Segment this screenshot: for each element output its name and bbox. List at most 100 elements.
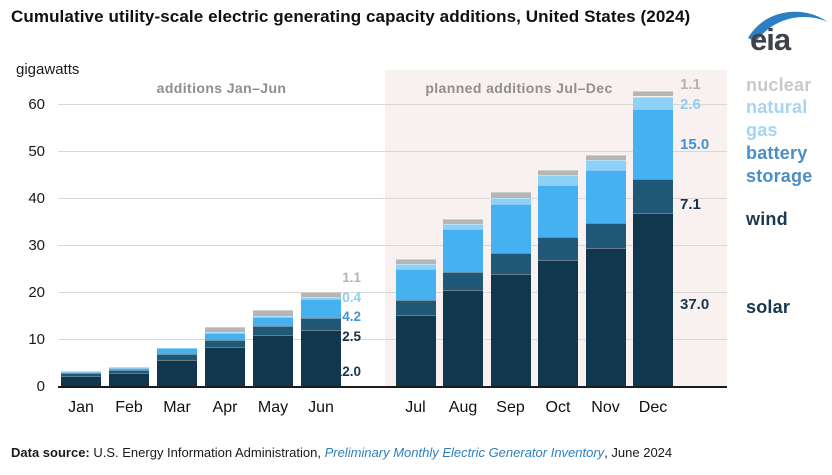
bar-segment-solar bbox=[633, 212, 673, 387]
legend-item-natural-gas: natural gas bbox=[746, 97, 808, 140]
june-value-label-natural-gas: 0.4 bbox=[342, 290, 361, 305]
bar-segment-nuclear bbox=[538, 170, 578, 176]
month-label: Dec bbox=[638, 399, 668, 416]
gridline bbox=[58, 339, 727, 340]
bar-segment-solar bbox=[157, 360, 197, 387]
gridline bbox=[58, 245, 727, 246]
month-label: Jul bbox=[405, 399, 426, 416]
bar-segment-natural-gas bbox=[301, 296, 341, 299]
bar-segment-wind bbox=[395, 300, 436, 316]
legend-item-battery-storage: battery storage bbox=[746, 143, 813, 186]
bar-segment-nuclear bbox=[395, 259, 436, 265]
section-label-second-half: planned additions Jul–Dec bbox=[425, 80, 613, 96]
december-value-label-wind: 7.1 bbox=[680, 196, 701, 213]
bar-segment-wind bbox=[253, 326, 293, 336]
june-value-label-battery-storage: 4.2 bbox=[342, 309, 361, 324]
december-value-label-nuclear: 1.1 bbox=[680, 76, 701, 93]
legend-item-wind: wind bbox=[746, 209, 788, 229]
bar-segment-wind bbox=[157, 353, 197, 361]
bar-segment-solar bbox=[443, 289, 483, 387]
bar-segment-nuclear bbox=[633, 91, 673, 97]
bar-segment-natural-gas bbox=[205, 332, 245, 334]
bar-segment-natural-gas bbox=[490, 197, 531, 204]
month-label: Sep bbox=[496, 399, 525, 416]
bar-segment-battery-storage bbox=[205, 333, 245, 340]
bar-segment-natural-gas bbox=[253, 315, 293, 317]
eia-logo-swoosh-icon bbox=[748, 11, 828, 42]
y-tick-label: 20 bbox=[28, 283, 45, 301]
data-source: Data source: U.S. Energy Information Adm… bbox=[11, 445, 672, 460]
bar-segment-natural-gas bbox=[633, 96, 673, 109]
bar-segment-wind bbox=[585, 223, 626, 249]
bar-segment-nuclear bbox=[490, 192, 531, 198]
bar-segment-wind bbox=[109, 370, 149, 373]
bar-segment-nuclear bbox=[301, 291, 341, 297]
y-tick-label: 50 bbox=[28, 142, 45, 160]
june-value-label-solar: 12.0 bbox=[334, 364, 361, 379]
legend-item-nuclear: nuclear bbox=[746, 75, 812, 95]
y-tick-label: 30 bbox=[28, 236, 45, 254]
month-label: Apr bbox=[212, 399, 238, 416]
bar-segment-wind bbox=[301, 318, 341, 331]
bar-segment-wind bbox=[538, 236, 578, 261]
bar-segment-solar bbox=[585, 248, 626, 387]
month-label: Mar bbox=[163, 399, 191, 416]
december-value-label-battery-storage: 15.0 bbox=[680, 136, 710, 153]
month-label: Jan bbox=[68, 399, 94, 416]
bar-segment-solar bbox=[490, 273, 531, 387]
bar-segment-battery-storage bbox=[301, 298, 341, 319]
bar-segment-natural-gas bbox=[443, 224, 483, 230]
data-source-agency: U.S. Energy Information Administration, bbox=[89, 445, 325, 460]
bar-segment-battery-storage bbox=[490, 203, 531, 254]
eia-logo: eia bbox=[742, 6, 830, 58]
month-label: Oct bbox=[545, 399, 571, 416]
bar-segment-nuclear bbox=[585, 155, 626, 161]
bar-segment-nuclear bbox=[443, 219, 483, 225]
month-label: Nov bbox=[591, 399, 620, 416]
legend-item-solar: solar bbox=[746, 297, 791, 317]
gridline bbox=[58, 198, 727, 199]
bar-segment-nuclear bbox=[205, 327, 245, 333]
data-source-link[interactable]: Preliminary Monthly Electric Generator I… bbox=[324, 445, 605, 460]
bar-segment-battery-storage bbox=[538, 184, 578, 237]
bar-segment-natural-gas bbox=[538, 175, 578, 185]
december-value-label-natural-gas: 2.6 bbox=[680, 96, 701, 113]
bar-segment-nuclear bbox=[253, 310, 293, 316]
y-tick-label: 10 bbox=[28, 330, 45, 348]
bar-segment-battery-storage bbox=[443, 229, 483, 273]
gridline bbox=[58, 292, 727, 293]
y-tick-label: 60 bbox=[28, 95, 45, 113]
bar-segment-battery-storage bbox=[395, 268, 436, 300]
gridline bbox=[58, 151, 727, 152]
bar-segment-solar bbox=[301, 330, 341, 387]
bar-segment-natural-gas bbox=[395, 264, 436, 269]
eia-logo-text: eia bbox=[750, 22, 791, 57]
y-axis-unit-label: gigawatts bbox=[16, 61, 80, 78]
bar-segment-solar bbox=[61, 375, 101, 387]
december-value-label-solar: 37.0 bbox=[680, 296, 710, 313]
june-value-label-nuclear: 1.1 bbox=[342, 270, 361, 285]
gridline bbox=[58, 104, 727, 105]
y-tick-label: 40 bbox=[28, 189, 45, 207]
page-title: Cumulative utility-scale electric genera… bbox=[11, 7, 691, 26]
data-source-label: Data source: bbox=[11, 445, 90, 460]
bar-segment-solar bbox=[205, 347, 245, 387]
bar-segment-battery-storage bbox=[633, 108, 673, 180]
june-value-label-wind: 2.5 bbox=[342, 329, 361, 344]
month-label: Jun bbox=[308, 399, 334, 416]
bar-segment-wind bbox=[443, 272, 483, 290]
bar-segment-battery-storage bbox=[61, 371, 101, 374]
section-label-first-half: additions Jan–Jun bbox=[156, 80, 287, 96]
bar-segment-battery-storage bbox=[253, 316, 293, 327]
month-label: Aug bbox=[448, 399, 478, 416]
bar-segment-wind bbox=[490, 253, 531, 274]
bar-segment-wind bbox=[61, 373, 101, 376]
bar-segment-wind bbox=[633, 179, 673, 213]
bar-segment-battery-storage bbox=[109, 367, 149, 371]
bar-segment-solar bbox=[253, 335, 293, 387]
month-label: May bbox=[257, 399, 289, 416]
bar-segment-solar bbox=[395, 315, 436, 387]
bar-segment-solar bbox=[538, 260, 578, 387]
